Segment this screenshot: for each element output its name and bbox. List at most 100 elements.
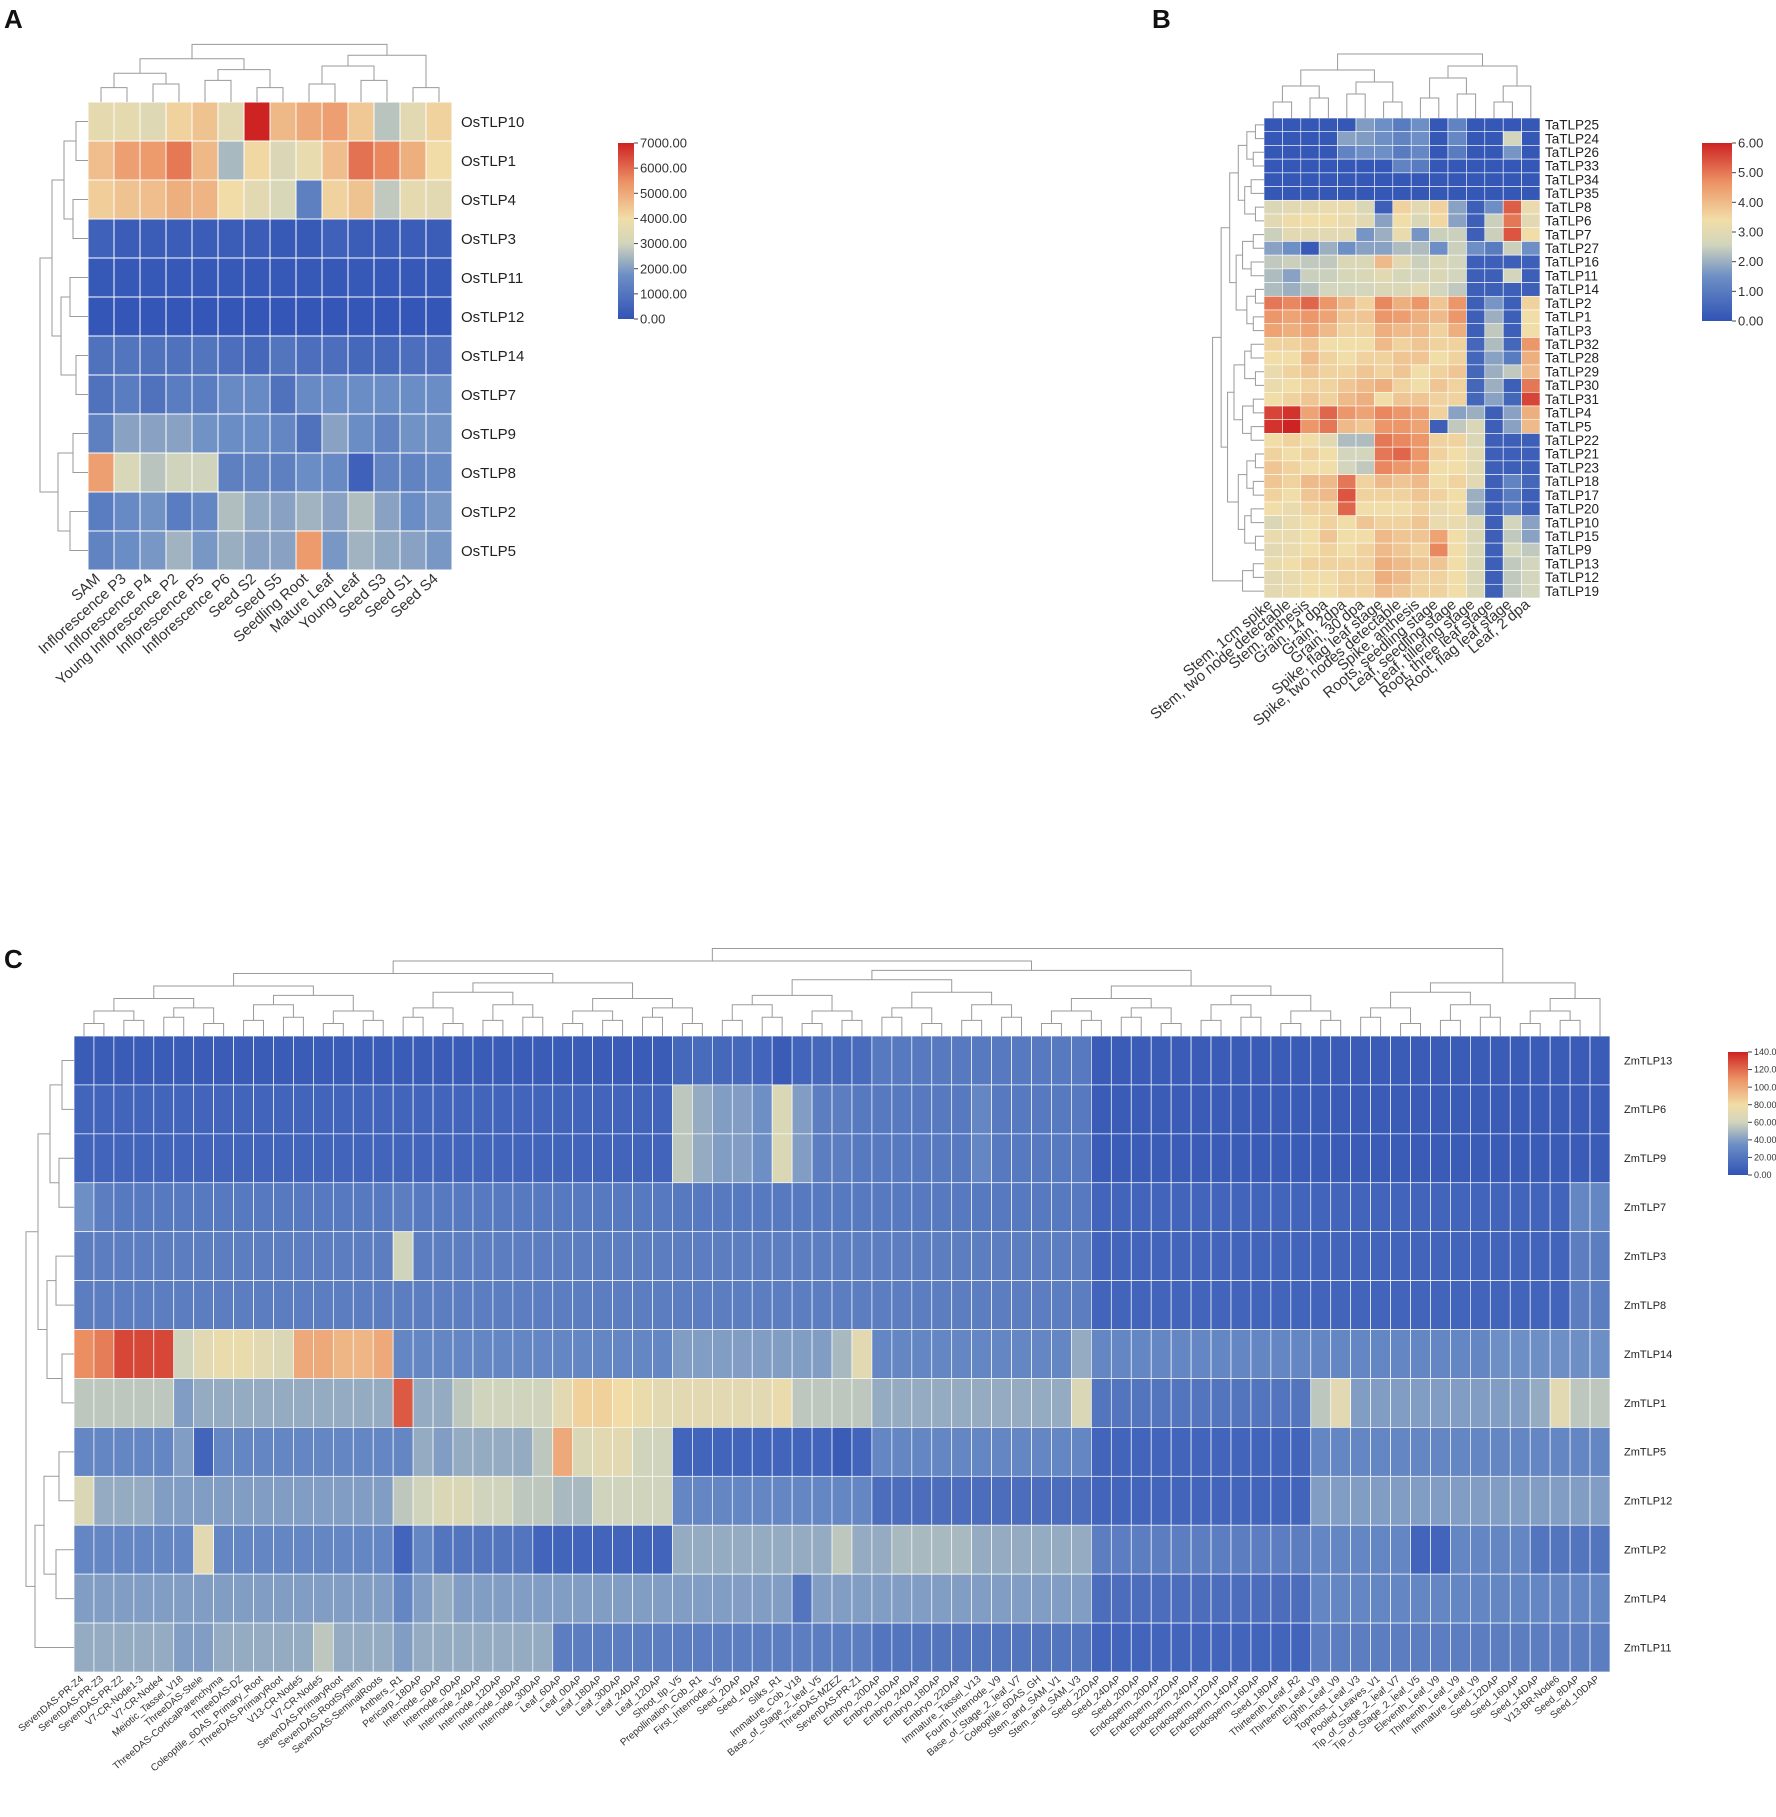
heatmap-cell [1450, 1133, 1471, 1184]
heatmap-cell [1466, 570, 1486, 585]
row-dendrogram-branch [58, 1157, 74, 1208]
heatmap-cell [951, 1084, 973, 1135]
heatmap-cell [173, 1573, 195, 1624]
heatmap-cell [139, 179, 167, 220]
heatmap-cell [1589, 1329, 1611, 1379]
heatmap-cell [217, 296, 245, 337]
heatmap-cell [751, 1524, 773, 1575]
heatmap-cell [1031, 1133, 1052, 1184]
colorbar-tick-label: 80.00 [1754, 1100, 1776, 1110]
row-label: OsTLP3 [461, 231, 516, 248]
column-dendrogram-branch [83, 1023, 105, 1036]
heatmap-cell [412, 1524, 434, 1575]
heatmap-cell [1484, 213, 1504, 229]
heatmap-cell [1071, 1622, 1092, 1673]
heatmap-cell [572, 1133, 594, 1184]
heatmap-cell [1489, 1084, 1511, 1135]
heatmap-cell [771, 1427, 793, 1477]
heatmap-cell [472, 1378, 494, 1428]
heatmap-cell [1374, 433, 1394, 448]
heatmap-cell [1447, 254, 1467, 270]
column-dendrogram-branch [522, 1016, 544, 1036]
heatmap-cell [1150, 1622, 1172, 1673]
heatmap-cell [1300, 460, 1320, 475]
heatmap-cell [373, 491, 401, 532]
heatmap-cell [831, 1133, 853, 1184]
heatmap-cell [1370, 1329, 1391, 1379]
heatmap-cell [1509, 1378, 1531, 1428]
column-dendrogram-branch [1429, 77, 1467, 98]
heatmap-cell [991, 1524, 1012, 1575]
heatmap-cell [1521, 350, 1541, 366]
heatmap-cell [399, 335, 427, 376]
row-label: OsTLP11 [461, 270, 523, 287]
heatmap-cell [313, 1378, 334, 1428]
heatmap-cell [213, 1427, 234, 1477]
row-label: ZmTLP14 [1624, 1349, 1672, 1361]
heatmap-cell [372, 1035, 394, 1086]
heatmap-cell [399, 413, 427, 454]
row-dendrogram-branch [61, 1059, 74, 1110]
heatmap-cell [1470, 1475, 1491, 1526]
heatmap-cell [1270, 1573, 1292, 1624]
heatmap-cell [652, 1182, 673, 1233]
heatmap-cell [971, 1231, 992, 1281]
heatmap-cell [1466, 515, 1486, 530]
heatmap-cell [652, 1378, 673, 1428]
heatmap-cell [1355, 323, 1375, 338]
heatmap-cell [851, 1475, 873, 1526]
heatmap-cell [1310, 1133, 1332, 1184]
heatmap-cell [372, 1622, 394, 1673]
heatmap-cell [372, 1084, 394, 1135]
heatmap-cell [269, 179, 297, 220]
heatmap-cell [1429, 446, 1449, 462]
heatmap-cell [1337, 309, 1357, 325]
heatmap-cell [1337, 227, 1357, 242]
heatmap-cell [243, 452, 271, 493]
heatmap-cell [1521, 131, 1541, 146]
heatmap-cell [1011, 1378, 1032, 1428]
heatmap-cell [692, 1573, 713, 1624]
heatmap-cell [1190, 1280, 1212, 1330]
heatmap-cell [472, 1133, 494, 1184]
heatmap-cell [1521, 583, 1541, 599]
heatmap-cell [217, 374, 245, 415]
heatmap-cell [1509, 1622, 1531, 1673]
row-dendrogram-branch [1252, 398, 1264, 414]
heatmap-cell [313, 1622, 334, 1673]
heatmap-cell [425, 296, 453, 337]
heatmap-cell [392, 1524, 414, 1575]
heatmap-cell [1447, 186, 1467, 201]
heatmap-cell [652, 1035, 673, 1086]
column-dendrogram-branch [1240, 1016, 1262, 1036]
heatmap-cell [1390, 1475, 1411, 1526]
heatmap-cell [1502, 172, 1522, 187]
heatmap-cell [1447, 131, 1467, 146]
heatmap-cell [552, 1280, 574, 1330]
heatmap-cell [133, 1329, 155, 1379]
heatmap-cell [1250, 1182, 1272, 1233]
heatmap-cell [133, 1084, 155, 1135]
heatmap-cell [931, 1231, 953, 1281]
heatmap-cell [165, 374, 193, 415]
heatmap-cell [931, 1133, 953, 1184]
heatmap-cell [1589, 1231, 1611, 1281]
heatmap-cell [432, 1133, 454, 1184]
heatmap-cell [432, 1622, 454, 1673]
heatmap-cell [1337, 501, 1357, 517]
heatmap-cell [1502, 199, 1522, 215]
heatmap-cell [632, 1524, 653, 1575]
heatmap-cell [951, 1133, 973, 1184]
heatmap-cell [711, 1231, 733, 1281]
heatmap-cell [891, 1573, 913, 1624]
heatmap-cell [87, 530, 115, 571]
heatmap-cell [552, 1622, 574, 1673]
heatmap-cell [1110, 1622, 1132, 1673]
row-label: TaTLP6 [1545, 214, 1592, 229]
colorbar-tick-label: 2000.00 [640, 261, 687, 276]
heatmap-cell [1466, 474, 1486, 489]
heatmap-cell [632, 1475, 653, 1526]
heatmap-cell [1429, 364, 1449, 379]
heatmap-cell [1110, 1035, 1132, 1086]
row-dendrogram-branch [1252, 563, 1264, 578]
